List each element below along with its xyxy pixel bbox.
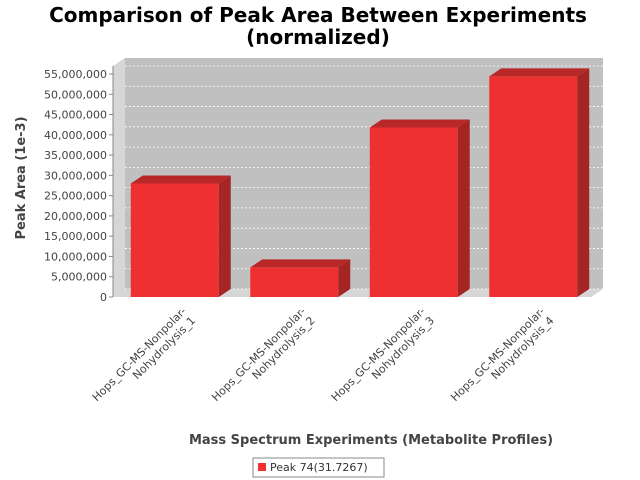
- x-tick-label: Hops_GC-MS-Nonpolar-Nohydrolysis_3: [329, 305, 437, 413]
- bar-front: [130, 183, 219, 297]
- legend-swatch: [258, 463, 266, 471]
- y-tick-label: 20,000,000: [44, 210, 107, 223]
- y-tick-label: 25,000,000: [44, 190, 107, 203]
- bar-front: [489, 76, 578, 297]
- bar: [489, 68, 590, 297]
- bar-top: [130, 175, 231, 184]
- x-tick-label: Hops_GC-MS-Nonpolar-Nohydrolysis_4: [448, 305, 556, 413]
- y-axis-label: Peak Area (1e-3): [14, 116, 29, 239]
- plot-floor: [113, 289, 603, 297]
- bar: [369, 119, 470, 298]
- bar: [250, 259, 351, 297]
- legend: Peak 74(31.7267): [252, 457, 385, 478]
- bar-top: [250, 259, 351, 268]
- x-tick-label: Hops_GC-MS-Nonpolar-Nohydrolysis_1: [90, 305, 198, 413]
- x-axis-label: Mass Spectrum Experiments (Metabolite Pr…: [189, 433, 553, 448]
- y-tick-label: 40,000,000: [44, 129, 107, 142]
- chart-title: Comparison of Peak Area Between Experime…: [49, 3, 587, 27]
- bar-side: [457, 119, 470, 298]
- y-tick-label: 50,000,000: [44, 88, 107, 101]
- y-tick-label: 10,000,000: [44, 250, 107, 263]
- x-tick-label: Hops_GC-MS-Nonpolar-Nohydrolysis_2: [209, 305, 317, 413]
- chart-subtitle: (normalized): [246, 25, 390, 49]
- plot-left-wall: [113, 58, 125, 297]
- bar-side: [218, 175, 231, 297]
- bar-front: [369, 127, 458, 298]
- y-axis-ticks: 0 5,000,000 10,000,000 15,000,000 20,000,000…: [44, 65, 603, 304]
- legend-box: [252, 457, 385, 478]
- bar-side: [577, 68, 590, 297]
- x-axis-ticks: Hops_GC-MS-Nonpolar-Nohydrolysis_1 Hops_G…: [90, 305, 557, 413]
- bar-side: [338, 259, 351, 297]
- bar-front: [250, 267, 339, 297]
- y-tick-label: 0: [100, 291, 107, 304]
- y-tick-label: 5,000,000: [51, 271, 107, 284]
- bar-top: [489, 68, 590, 77]
- y-tick-label: 30,000,000: [44, 169, 107, 182]
- bars: [130, 68, 590, 298]
- bar: [130, 175, 231, 297]
- bar-top: [369, 119, 470, 128]
- y-tick-label: 55,000,000: [44, 68, 107, 81]
- legend-label: Peak 74(31.7267): [270, 461, 368, 474]
- y-tick-label: 15,000,000: [44, 230, 107, 243]
- y-tick-label: 45,000,000: [44, 109, 107, 122]
- y-tick-label: 35,000,000: [44, 149, 107, 162]
